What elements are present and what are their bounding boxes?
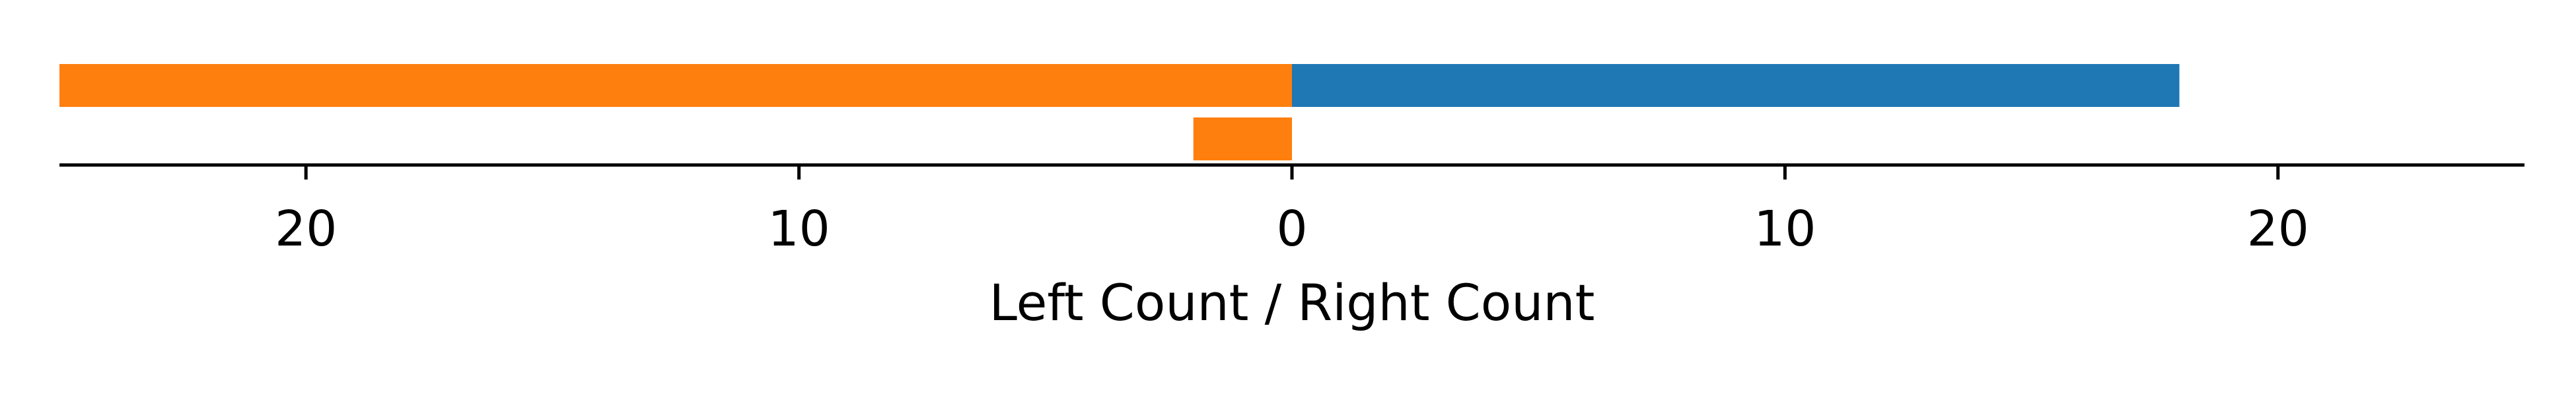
- x-tick-label: 0: [1276, 201, 1307, 257]
- bars-layer: [59, 64, 2180, 160]
- x-tick-label: 10: [768, 201, 830, 257]
- bar-left-row-1: [59, 64, 1292, 107]
- bar-left-row-2: [1193, 117, 1292, 160]
- bar-right-row-1: [1292, 64, 2180, 107]
- x-tick-label: 20: [275, 201, 337, 257]
- x-tick-label: 20: [2247, 201, 2309, 257]
- x-ticks: 20 10 0 10 20: [275, 165, 2309, 257]
- x-axis-title: Left Count / Right Count: [989, 273, 1595, 332]
- x-tick-label: 10: [1754, 201, 1816, 257]
